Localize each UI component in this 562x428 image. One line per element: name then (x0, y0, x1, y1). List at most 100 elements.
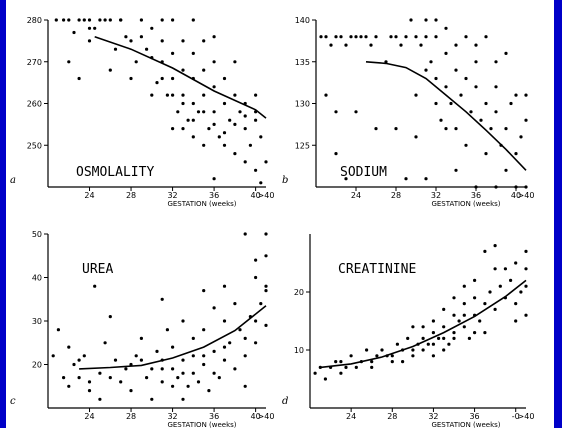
data-point (452, 296, 456, 300)
data-point (150, 397, 154, 401)
x-tick-label: 40 (251, 412, 261, 421)
data-point (212, 122, 216, 126)
data-point (186, 384, 190, 388)
data-point (51, 354, 55, 358)
data-point (524, 249, 528, 253)
data-point (264, 232, 268, 236)
y-tick-label: 140 (295, 16, 310, 25)
data-point (212, 306, 216, 310)
data-point (473, 278, 477, 282)
x-tick-label: 32 (428, 412, 438, 421)
data-point (264, 284, 268, 288)
data-point (324, 35, 328, 39)
data-point (191, 118, 195, 122)
data-point (464, 76, 468, 81)
data-point (171, 18, 175, 22)
x-tick-label: 24 (84, 191, 94, 200)
data-point (329, 43, 333, 47)
data-point (150, 93, 154, 97)
data-point (98, 397, 102, 401)
data-point (67, 60, 71, 64)
data-point (98, 18, 102, 22)
data-point (54, 18, 58, 22)
data-point (421, 336, 425, 340)
data-point (414, 135, 418, 139)
data-point (404, 35, 408, 39)
data-point (77, 376, 81, 380)
data-point (409, 18, 413, 22)
data-point (354, 110, 358, 114)
x-axis-title: GESTATION (weeks) (431, 200, 500, 208)
data-point (484, 35, 488, 39)
data-point (390, 360, 394, 364)
data-point (129, 389, 133, 393)
data-point (444, 51, 448, 56)
trend-curve (79, 305, 267, 370)
data-point (452, 313, 456, 317)
panel-letter: b (282, 175, 288, 186)
data-point (431, 354, 435, 358)
data-point (119, 380, 123, 384)
data-point (202, 68, 206, 72)
data-point (243, 354, 247, 358)
data-point (108, 376, 112, 380)
data-point (334, 360, 338, 364)
data-point (323, 377, 327, 381)
data-point (202, 110, 206, 114)
data-point (82, 18, 86, 22)
x-tick-label: 32 (167, 412, 177, 421)
data-point (462, 313, 466, 317)
data-point (160, 367, 164, 371)
x-tick-label: 24 (84, 412, 94, 421)
data-point (421, 325, 425, 329)
data-point (77, 18, 81, 22)
data-point (207, 127, 211, 131)
chart-title: SODIUM (340, 165, 387, 180)
data-point (254, 341, 258, 345)
data-point (334, 152, 338, 156)
x-tick-label: 28 (126, 191, 136, 200)
x-tick-label: 24 (351, 191, 361, 200)
data-point (254, 275, 258, 280)
data-point (176, 376, 180, 380)
data-point (380, 348, 384, 352)
data-point (217, 135, 221, 139)
figure-panel: 250 260 270 280 24 28 32 36 40 >40 GESTATION (week… (6, 0, 554, 428)
data-point (165, 93, 169, 97)
data-point (191, 101, 195, 106)
data-point (243, 127, 247, 131)
data-point (108, 315, 112, 319)
data-point (484, 101, 488, 106)
data-point (72, 30, 76, 35)
x-tick-label: 28 (391, 191, 401, 200)
data-point (334, 35, 338, 39)
data-point (454, 127, 458, 131)
data-point (524, 284, 528, 288)
data-point (364, 35, 368, 39)
data-point (222, 76, 227, 81)
data-point (462, 284, 466, 288)
data-point (452, 331, 456, 335)
data-point (483, 331, 487, 335)
data-point (474, 185, 478, 189)
data-point (82, 354, 86, 358)
panel-letter: d (282, 396, 288, 407)
data-point (202, 289, 206, 293)
data-point (504, 127, 508, 131)
data-point (370, 365, 374, 369)
data-point (93, 26, 97, 30)
data-point (462, 302, 466, 306)
data-point (424, 18, 428, 22)
data-point (339, 360, 343, 364)
x-tick-label: 36 (209, 412, 219, 421)
data-point (181, 319, 185, 323)
data-point (514, 302, 518, 306)
x-tick-label: 40 (251, 191, 261, 200)
data-point (181, 39, 185, 43)
data-point (459, 93, 463, 97)
x-tick-label: -0 (512, 412, 520, 421)
data-point (108, 18, 112, 22)
data-point (207, 389, 211, 393)
data-point (264, 289, 268, 293)
